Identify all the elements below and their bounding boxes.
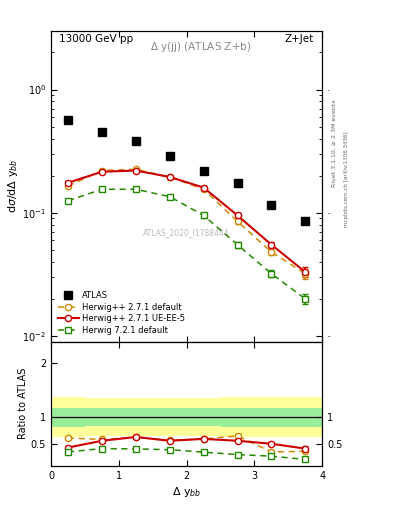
- Text: mcplots.cern.ch [arXiv:1306.3436]: mcplots.cern.ch [arXiv:1306.3436]: [344, 132, 349, 227]
- ATLAS: [235, 180, 240, 186]
- ATLAS: [201, 167, 206, 174]
- ATLAS: [134, 138, 138, 144]
- Text: $\Delta$ y(jj) (ATLAS Z+b): $\Delta$ y(jj) (ATLAS Z+b): [149, 40, 251, 54]
- Y-axis label: Ratio to ATLAS: Ratio to ATLAS: [18, 368, 28, 439]
- ATLAS: [167, 153, 172, 159]
- Y-axis label: d$\sigma$/d$\Delta$ y$_{bb}$: d$\sigma$/d$\Delta$ y$_{bb}$: [6, 159, 20, 214]
- ATLAS: [269, 202, 274, 208]
- Text: ATLAS_2020_I1788444: ATLAS_2020_I1788444: [143, 228, 230, 237]
- Legend: ATLAS, Herwig++ 2.7.1 default, Herwig++ 2.7.1 UE-EE-5, Herwig 7.2.1 default: ATLAS, Herwig++ 2.7.1 default, Herwig++ …: [55, 289, 187, 337]
- Line: ATLAS: ATLAS: [64, 116, 309, 225]
- ATLAS: [66, 117, 70, 123]
- X-axis label: $\Delta$ y$_{bb}$: $\Delta$ y$_{bb}$: [172, 485, 201, 499]
- ATLAS: [303, 218, 308, 224]
- Text: Rivet 3.1.10, ≥ 2.3M events: Rivet 3.1.10, ≥ 2.3M events: [332, 99, 337, 187]
- ATLAS: [99, 129, 104, 135]
- Text: 13000 GeV pp: 13000 GeV pp: [59, 34, 133, 44]
- Text: Z+Jet: Z+Jet: [285, 34, 314, 44]
